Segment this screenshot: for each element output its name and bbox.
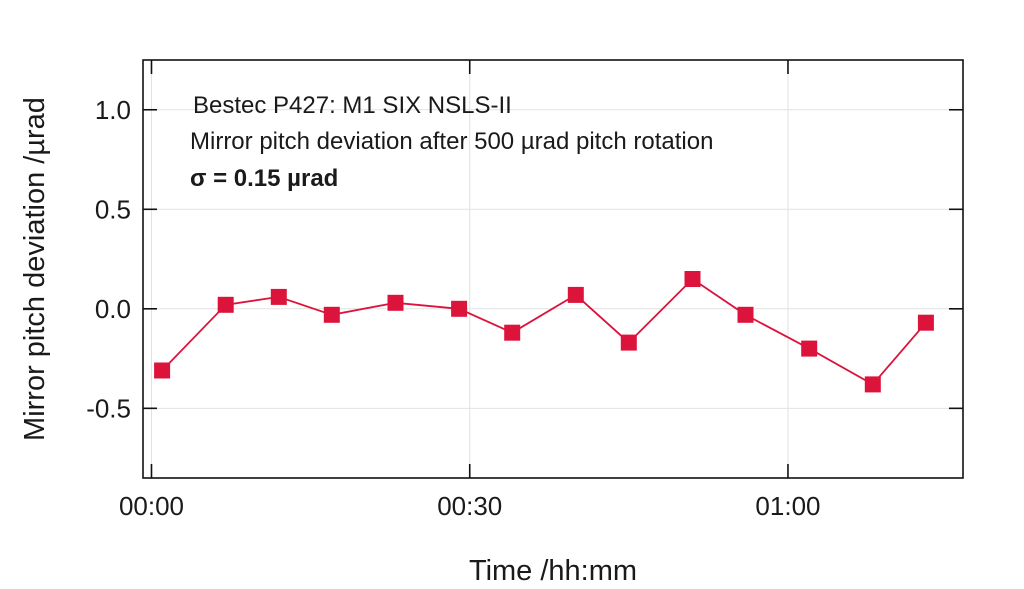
y-tick-label: 1.0 xyxy=(95,95,131,125)
annotation-description: Mirror pitch deviation after 500 µrad pi… xyxy=(190,128,713,155)
data-markers xyxy=(154,271,934,393)
y-tick-label: 0.0 xyxy=(95,294,131,324)
data-point-marker xyxy=(917,314,934,331)
x-axis-title: Time /hh:mm xyxy=(469,555,637,587)
y-tick-label: -0.5 xyxy=(86,393,131,423)
x-tick-label: 01:00 xyxy=(755,491,820,521)
x-tick-label: 00:30 xyxy=(437,491,502,521)
data-point-marker xyxy=(387,294,404,311)
y-tick-label: 0.5 xyxy=(95,194,131,224)
axis-ticks xyxy=(143,60,963,478)
data-point-marker xyxy=(684,271,701,287)
grid xyxy=(143,60,963,478)
data-point-marker xyxy=(323,306,340,323)
data-point-marker xyxy=(620,334,637,351)
data-point-marker xyxy=(451,300,468,317)
annotation-sigma: σ = 0.15 µrad xyxy=(190,165,338,192)
data-point-marker xyxy=(567,286,584,303)
annotation-instrument: Bestec P427: M1 SIX NSLS-II xyxy=(193,92,512,119)
x-tick-label: 00:00 xyxy=(119,491,184,521)
data-point-marker xyxy=(270,288,287,305)
y-axis-title: Mirror pitch deviation /µrad xyxy=(19,97,51,441)
data-point-marker xyxy=(154,362,171,379)
series-line xyxy=(161,277,927,386)
data-point-marker xyxy=(864,376,881,393)
data-point-marker xyxy=(504,324,521,341)
tick-labels: 1.0 0.5 0.0 -0.5 00:00 00:30 01:00 xyxy=(86,95,820,521)
data-point-marker xyxy=(801,340,818,357)
data-point-marker xyxy=(737,306,754,323)
data-point-marker xyxy=(217,296,234,313)
plot-frame xyxy=(142,59,964,479)
